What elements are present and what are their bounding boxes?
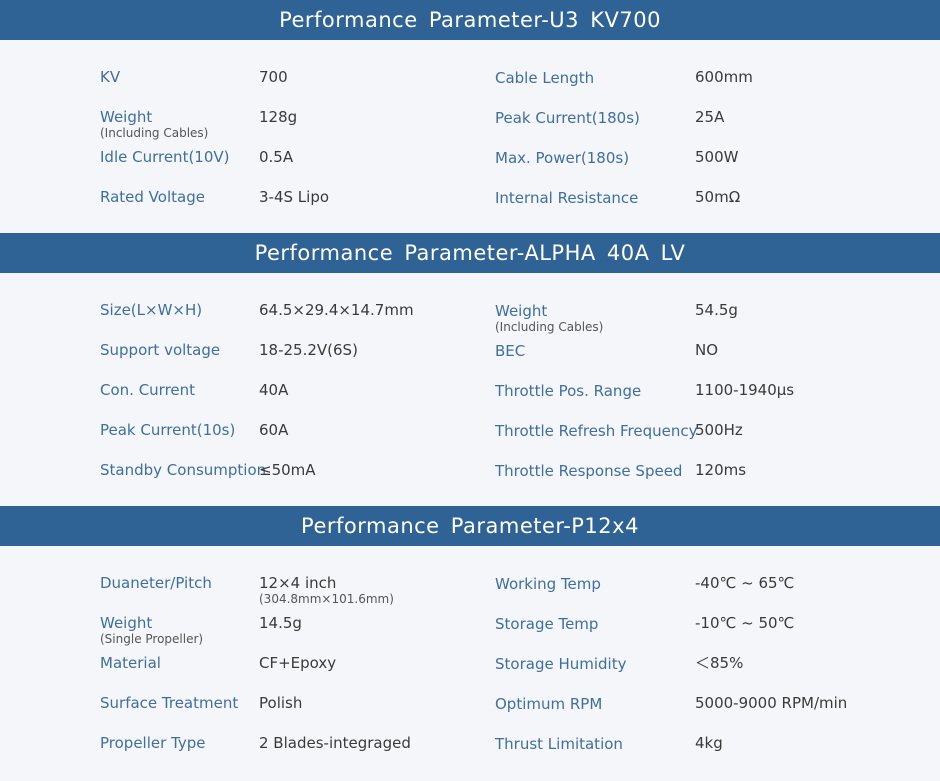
spec-value: 12×4 inch (304.8mm×101.6mm) [259, 574, 394, 606]
spec-label: Peak Current(10s) [100, 421, 236, 439]
spec-value: 3-4S Lipo [259, 188, 330, 206]
spec-row: Rated Voltage 3-4S Lipo Internal Resista… [0, 188, 940, 228]
spec-value: 54.5g [695, 301, 738, 319]
spec-label: Weight (Single Propeller) [100, 614, 204, 646]
spec-label: Support voltage [100, 341, 221, 359]
section-header-p12x4: Performance Parameter-P12x4 [0, 506, 940, 546]
section-body-alpha-40a-lv: Size(L×W×H) 64.5×29.4×14.7mm Weight (Incl… [0, 273, 940, 506]
spec-row: Standby Consumption ≤50mA Throttle Respo… [0, 461, 940, 501]
section-header-u3-kv700: Performance Parameter-U3 KV700 [0, 0, 940, 40]
section-title: Performance Parameter-P12x4 [301, 514, 639, 538]
spec-row: Idle Current(10V) 0.5A Max. Power(180s) … [0, 148, 940, 188]
spec-value: ≤50mA [259, 461, 316, 479]
spec-label: Standby Consumption [100, 461, 267, 479]
spec-value: NO [695, 341, 719, 359]
spec-value: 1100-1940µs [695, 381, 795, 399]
spec-value: ＜85% [695, 654, 744, 672]
spec-label-note: (Single Propeller) [100, 632, 204, 646]
spec-row: Material CF+Epoxy Storage Humidity ＜85% [0, 654, 940, 694]
section-body-u3-kv700: KV 700 Cable Length 600mm Weight (Includi… [0, 40, 940, 233]
spec-value: 500Hz [695, 421, 743, 439]
spec-label: Throttle Pos. Range [495, 382, 642, 400]
spec-value: CF+Epoxy [259, 654, 337, 672]
spec-label: Working Temp [495, 575, 601, 593]
spec-row: Con. Current 40A Throttle Pos. Range 110… [0, 381, 940, 421]
spec-label-note: (Including Cables) [100, 126, 209, 140]
spec-value: 5000-9000 RPM/min [695, 694, 848, 712]
spec-value: 700 [259, 68, 288, 86]
spec-label: Internal Resistance [495, 189, 639, 207]
spec-value: 120ms [695, 461, 747, 479]
spec-label: Idle Current(10V) [100, 148, 230, 166]
spec-label: Max. Power(180s) [495, 149, 630, 167]
spec-row: Peak Current(10s) 60A Throttle Refresh F… [0, 421, 940, 461]
spec-value: 64.5×29.4×14.7mm [259, 301, 414, 319]
spec-label: Weight (Including Cables) [100, 108, 209, 140]
spec-value: 60A [259, 421, 289, 439]
spec-label: Surface Treatment [100, 694, 239, 712]
spec-label: KV [100, 68, 121, 86]
spec-value: 25A [695, 108, 725, 126]
spec-row: Weight (Single Propeller) 14.5g Storage T… [0, 614, 940, 654]
section-header-alpha-40a-lv: Performance Parameter-ALPHA 40A LV [0, 233, 940, 273]
spec-label: Weight (Including Cables) [495, 302, 604, 334]
spec-label: Thrust Limitation [495, 735, 623, 753]
spec-label-note: (Including Cables) [495, 320, 604, 334]
spec-value: 14.5g [259, 614, 302, 632]
spec-value: 500W [695, 148, 739, 166]
spec-value: 128g [259, 108, 298, 126]
spec-value-note: (304.8mm×101.6mm) [259, 592, 394, 606]
spec-value: 4kg [695, 734, 723, 752]
spec-value: -10℃ ~ 50℃ [695, 614, 795, 632]
spec-value: -40℃ ~ 65℃ [695, 574, 795, 592]
spec-row: Weight (Including Cables) 128g Peak Curre… [0, 108, 940, 148]
section-body-p12x4: Duaneter/Pitch 12×4 inch (304.8mm×101.6mm… [0, 546, 940, 781]
spec-label: Size(L×W×H) [100, 301, 203, 319]
spec-value: 2 Blades-integraged [259, 734, 411, 752]
spec-label: Duaneter/Pitch [100, 574, 212, 592]
spec-label: Optimum RPM [495, 695, 603, 713]
spec-label: Propeller Type [100, 734, 206, 752]
section-title: Performance Parameter-U3 KV700 [279, 8, 661, 32]
spec-row: Size(L×W×H) 64.5×29.4×14.7mm Weight (Incl… [0, 301, 940, 341]
spec-label: Throttle Refresh Frequency [495, 422, 698, 440]
spec-label: Rated Voltage [100, 188, 205, 206]
spec-row: Duaneter/Pitch 12×4 inch (304.8mm×101.6mm… [0, 574, 940, 614]
spec-value: Polish [259, 694, 303, 712]
spec-label: Throttle Response Speed [495, 462, 683, 480]
spec-label: Cable Length [495, 69, 595, 87]
spec-label: Con. Current [100, 381, 196, 399]
spec-value: 18-25.2V(6S) [259, 341, 358, 359]
spec-row: Support voltage 18-25.2V(6S) BEC NO [0, 341, 940, 381]
spec-value: 600mm [695, 68, 753, 86]
spec-row: KV 700 Cable Length 600mm [0, 68, 940, 108]
spec-label: Peak Current(180s) [495, 109, 640, 127]
spec-label: Storage Humidity [495, 655, 627, 673]
spec-label: Material [100, 654, 161, 672]
spec-label: BEC [495, 342, 526, 360]
spec-value: 40A [259, 381, 289, 399]
section-title: Performance Parameter-ALPHA 40A LV [254, 241, 686, 265]
spec-row: Surface Treatment Polish Optimum RPM 500… [0, 694, 940, 734]
spec-value: 0.5A [259, 148, 294, 166]
spec-label: Storage Temp [495, 615, 599, 633]
spec-row: Propeller Type 2 Blades-integraged Thrus… [0, 734, 940, 774]
spec-value: 50mΩ [695, 188, 741, 206]
